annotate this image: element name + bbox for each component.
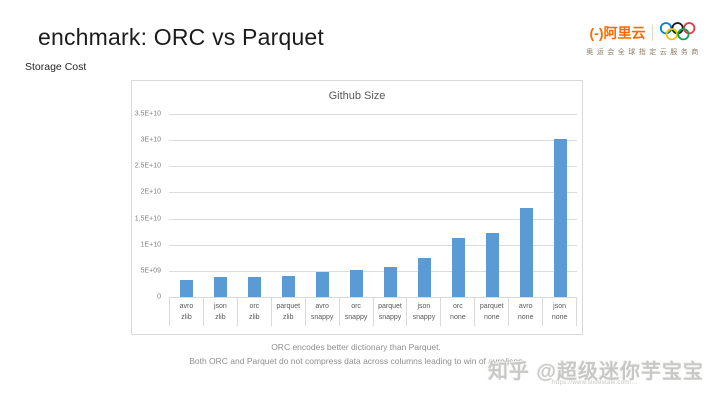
- alicloud-bracket-icon: (-): [589, 24, 604, 41]
- alicloud-brand-text: 阿里云: [603, 24, 646, 41]
- bar-avro-zlib: [179, 279, 193, 297]
- format-label: json: [417, 303, 431, 311]
- watermark-fine-print: https://www.slidestalk.com/…: [551, 380, 638, 386]
- gridline: [169, 192, 577, 194]
- x-label-parquet-zlib: parquet zlib: [272, 298, 306, 326]
- y-tick-label: 5E+09: [140, 267, 161, 275]
- bar-parquet-zlib: [281, 275, 295, 297]
- gridline: [169, 244, 577, 246]
- bar-avro-none: [519, 208, 533, 297]
- y-tick-label: 3.5E+10: [134, 110, 161, 118]
- x-label-parquet-none: parquet none: [475, 298, 510, 326]
- codec-label: none: [450, 313, 466, 321]
- bar-json-none: [553, 139, 567, 297]
- caption-line-1: ORC encodes better dictionary than Parqu…: [271, 342, 441, 352]
- olympic-rings-icon: [659, 22, 699, 43]
- codec-label: snappy: [344, 313, 368, 321]
- format-label: parquet: [378, 303, 402, 311]
- bar-orc-none: [451, 237, 465, 297]
- y-tick-label: 2.5E+10: [134, 162, 161, 170]
- x-axis: avro zlib json zlib orc zlib parquet zlib avro sn…: [169, 297, 578, 326]
- gridline: [169, 166, 577, 168]
- format-label: json: [213, 303, 227, 311]
- y-tick-label: 3E+10: [140, 136, 161, 144]
- format-label: orc: [351, 303, 361, 311]
- bar-parquet-snappy: [383, 267, 397, 297]
- chart: Github Size 3.5E+10 3E+10 2.5E+10 2E+10 1.5E…: [131, 80, 583, 335]
- codec-label: zlib: [282, 313, 294, 321]
- captions: ORC encodes better dictionary than Parqu…: [131, 340, 581, 368]
- bar-avro-snappy: [315, 272, 329, 297]
- bar-parquet-none: [485, 233, 499, 297]
- gridline: [169, 218, 577, 220]
- x-label-json-none: json none: [543, 298, 578, 326]
- caption-line-2: Both ORC and Parquet do not compress dat…: [189, 356, 523, 366]
- x-label-orc-snappy: orc snappy: [340, 298, 374, 326]
- plot-area: [169, 114, 577, 298]
- codec-label: snappy: [310, 313, 334, 321]
- format-label: orc: [452, 303, 463, 311]
- y-tick-label: 1E+10: [140, 241, 161, 249]
- x-label-orc-none: orc none: [441, 298, 476, 326]
- codec-label: none: [551, 313, 568, 321]
- codec-label: none: [483, 313, 500, 321]
- bar-json-zlib: [213, 277, 227, 297]
- x-label-json-zlib: json zlib: [204, 298, 238, 326]
- codec-label: none: [517, 313, 534, 321]
- bar-orc-snappy: [349, 270, 363, 297]
- x-label-json-snappy: json snappy: [407, 298, 442, 326]
- gridline: [169, 270, 577, 272]
- chart-title: Github Size: [328, 90, 386, 102]
- slide-title: enchmark: ORC vs Parquet: [38, 24, 325, 50]
- codec-label: snappy: [412, 313, 436, 321]
- format-label: json: [553, 303, 567, 311]
- format-label: parquet: [276, 303, 301, 311]
- zhihu-watermark: 知乎 @超级迷你芋宝宝: [487, 361, 704, 383]
- format-label: orc: [249, 303, 260, 311]
- bar-json-snappy: [417, 257, 431, 297]
- x-label-avro-none: avro none: [509, 298, 544, 326]
- brand-row: (-)阿里云: [576, 22, 712, 43]
- codec-label: zlib: [215, 313, 226, 321]
- y-tick-label: 1.5E+10: [134, 215, 161, 223]
- codec-label: zlib: [181, 313, 192, 321]
- gridline: [169, 114, 577, 115]
- format-label: avro: [179, 303, 194, 311]
- x-label-orc-zlib: orc zlib: [238, 298, 272, 326]
- x-label-avro-zlib: avro zlib: [169, 298, 204, 326]
- format-label: avro: [315, 303, 329, 311]
- alicloud-logo: (-)阿里云: [590, 23, 646, 43]
- slide-subtitle: Storage Cost: [25, 61, 87, 73]
- logo-divider: [651, 24, 653, 41]
- format-label: parquet: [479, 303, 504, 311]
- y-tick-label: 2E+10: [140, 188, 161, 196]
- x-label-parquet-snappy: parquet snappy: [374, 298, 408, 326]
- gridline: [169, 140, 577, 142]
- y-tick-label: 0: [157, 293, 161, 301]
- logo-tagline: 奥运会全球指定云服务商: [586, 49, 702, 56]
- x-label-avro-snappy: avro snappy: [306, 298, 340, 326]
- codec-label: snappy: [378, 313, 402, 321]
- bar-orc-zlib: [247, 277, 261, 297]
- format-label: avro: [518, 303, 533, 311]
- y-axis: 3.5E+10 3E+10 2.5E+10 2E+10 1.5E+10 1E+10 5E+0…: [132, 81, 165, 334]
- alicloud-logo-block: (-)阿里云 奥运会全球指定云服务商: [576, 22, 712, 57]
- codec-label: zlib: [249, 313, 260, 321]
